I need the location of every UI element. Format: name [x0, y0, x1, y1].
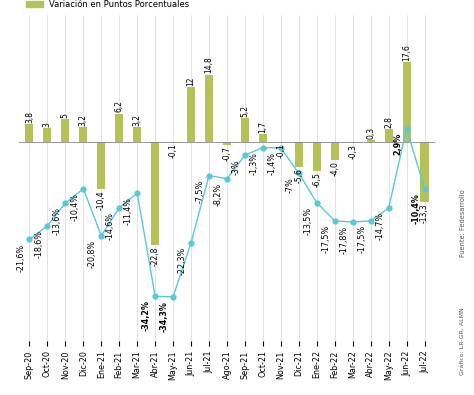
Bar: [97, 142, 105, 189]
Text: -0,3: -0,3: [348, 145, 357, 159]
Bar: [241, 118, 249, 142]
Text: 12: 12: [187, 77, 196, 86]
Text: -7,5%: -7,5%: [196, 180, 205, 203]
Text: 3: 3: [43, 122, 52, 127]
Bar: [420, 142, 428, 202]
Text: -10,4%: -10,4%: [411, 193, 420, 224]
Bar: [384, 129, 392, 142]
Text: -22,8: -22,8: [151, 246, 160, 265]
Text: Fuente: Fedesarrollo: Fuente: Fedesarrollo: [460, 189, 466, 257]
Bar: [26, 124, 34, 142]
Text: 14,8: 14,8: [204, 56, 213, 73]
Text: 0,3: 0,3: [366, 127, 375, 139]
Text: -1,4%: -1,4%: [268, 152, 277, 175]
Text: Gráfico: LR-GR, ALMN: Gráfico: LR-GR, ALMN: [460, 307, 465, 375]
Text: -0,1: -0,1: [276, 143, 285, 158]
Bar: [313, 142, 321, 171]
Text: -22,3%: -22,3%: [178, 246, 187, 275]
Text: -21,6%: -21,6%: [16, 243, 25, 272]
Text: -17,8%: -17,8%: [339, 226, 348, 254]
Text: -13,3: -13,3: [420, 203, 429, 223]
Text: -20,8%: -20,8%: [88, 240, 97, 268]
Text: -18,6%: -18,6%: [34, 230, 43, 258]
Bar: [366, 140, 374, 142]
Text: 17,6: 17,6: [402, 44, 411, 61]
Text: 2,9%: 2,9%: [393, 133, 402, 155]
Text: 3,2: 3,2: [79, 114, 88, 126]
Bar: [349, 142, 357, 143]
Text: -3%: -3%: [232, 159, 241, 175]
Bar: [295, 142, 303, 167]
Text: -0,7: -0,7: [222, 146, 231, 161]
Legend: Variación en Puntos Porcentuales: Variación en Puntos Porcentuales: [23, 0, 193, 12]
Text: -14,7%: -14,7%: [375, 212, 384, 241]
Text: -8,2%: -8,2%: [214, 183, 223, 206]
Text: -10,4%: -10,4%: [70, 193, 79, 221]
Bar: [187, 87, 195, 142]
Text: -6,5: -6,5: [312, 173, 321, 187]
Text: -13,6%: -13,6%: [52, 207, 61, 235]
Text: 5,2: 5,2: [240, 105, 249, 117]
Bar: [151, 142, 159, 245]
Text: -34,2%: -34,2%: [142, 301, 151, 331]
Text: -10,4: -10,4: [97, 190, 106, 210]
Bar: [133, 127, 141, 142]
Text: -1,3%: -1,3%: [250, 152, 259, 175]
Bar: [331, 142, 339, 160]
Text: -17,5%: -17,5%: [321, 225, 330, 253]
Bar: [61, 119, 69, 142]
Bar: [259, 134, 267, 142]
Bar: [79, 127, 87, 142]
Text: 1,7: 1,7: [258, 120, 267, 133]
Text: 2,8: 2,8: [384, 116, 393, 128]
Text: -17,5%: -17,5%: [357, 225, 366, 253]
Text: -7%: -7%: [286, 177, 295, 193]
Bar: [115, 114, 123, 142]
Bar: [205, 75, 213, 142]
Text: 3,2: 3,2: [133, 114, 142, 126]
Bar: [223, 142, 231, 145]
Text: -11,4%: -11,4%: [124, 198, 133, 226]
Text: 5: 5: [61, 113, 70, 118]
Text: -13,5%: -13,5%: [304, 207, 313, 235]
Text: -4,0: -4,0: [330, 161, 339, 176]
Text: -5,6: -5,6: [294, 168, 303, 183]
Text: -14,6%: -14,6%: [106, 212, 115, 240]
Bar: [402, 62, 410, 142]
Bar: [43, 128, 52, 142]
Text: 3,8: 3,8: [25, 111, 34, 123]
Text: 6,2: 6,2: [115, 100, 124, 112]
Text: -34,3%: -34,3%: [160, 301, 169, 332]
Text: -0,1: -0,1: [169, 143, 178, 158]
